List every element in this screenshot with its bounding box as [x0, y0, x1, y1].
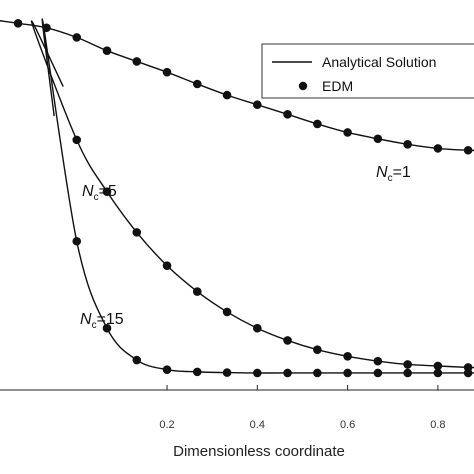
edm-point [433, 368, 443, 378]
edm-point [253, 368, 262, 378]
edm-point [343, 368, 352, 378]
x-tick-label: 0.2 [159, 419, 174, 431]
edm-point [403, 360, 412, 369]
edm-point [222, 90, 232, 100]
edm-point [433, 361, 443, 371]
edm-point [463, 368, 473, 378]
edm-point [162, 365, 172, 374]
edm-point [463, 145, 473, 155]
edm-point [373, 134, 383, 144]
edm-point [283, 336, 292, 345]
edm-point [313, 368, 322, 378]
edm-point [403, 368, 412, 378]
legend-box [261, 43, 474, 99]
legend-label-edm: EDM [322, 78, 353, 94]
edm-point [162, 67, 172, 77]
edm-points [13, 19, 473, 378]
edm-point [373, 368, 383, 378]
edm-point [313, 119, 322, 129]
edm-point [222, 368, 232, 377]
legend-dot-swatch [298, 81, 308, 91]
curve-label-nc15: Nc=15 [80, 311, 124, 331]
x-tick-label: 0.8 [430, 419, 445, 431]
edm-point [283, 368, 292, 378]
edm-point [102, 46, 112, 56]
edm-point [72, 236, 82, 246]
edm-point [343, 128, 352, 137]
x-axis-title: Dimensionless coordinate [173, 443, 345, 460]
edm-point [192, 287, 202, 296]
edm-point [132, 57, 142, 66]
edm-point [72, 135, 82, 145]
curve-label-nc5: Nc=5 [82, 183, 117, 203]
edm-point [132, 355, 142, 365]
edm-point [253, 100, 262, 110]
x-tick-label: 0.6 [340, 419, 355, 431]
edm-point [42, 23, 51, 33]
edm-point [102, 187, 112, 196]
analytical-curve [30, 20, 474, 369]
legend: Analytical Solution EDM [261, 43, 474, 99]
legend-label-analytical: Analytical Solution [322, 54, 436, 70]
edm-point [343, 352, 352, 361]
edm-point [283, 110, 292, 119]
edm-point [373, 356, 383, 366]
edm-point [13, 19, 23, 28]
x-ticks: 0.2 0.4 0.6 0.8 [159, 385, 446, 431]
edm-point [192, 79, 202, 89]
edm-point [72, 33, 82, 42]
x-tick-label: 0.4 [250, 419, 265, 431]
edm-point [162, 261, 172, 270]
edm-point [102, 323, 112, 333]
edm-point [192, 367, 202, 377]
edm-point [433, 144, 443, 153]
plot-area: 0.2 0.4 0.6 0.8 [0, 18, 474, 431]
curve-label-nc1: Nc=1 [376, 164, 411, 184]
edm-point [403, 140, 412, 149]
edm-point [313, 345, 322, 354]
edm-point [132, 228, 142, 237]
edm-point [222, 307, 232, 317]
edm-point [253, 323, 262, 333]
